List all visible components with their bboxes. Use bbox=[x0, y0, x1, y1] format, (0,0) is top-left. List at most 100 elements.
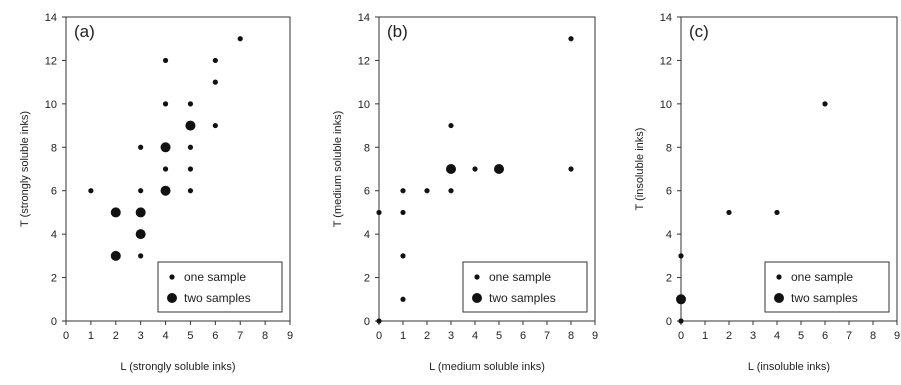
y-tick-label: 8 bbox=[51, 142, 57, 154]
x-tick-label: 9 bbox=[287, 330, 293, 342]
point-one-sample bbox=[187, 166, 194, 172]
x-tick-label: 9 bbox=[592, 330, 598, 342]
x-tick-label: 5 bbox=[187, 330, 193, 342]
point-one-sample bbox=[138, 253, 144, 259]
x-tick-label: 2 bbox=[424, 330, 430, 342]
panel-label: (b) bbox=[387, 22, 408, 41]
legend-entry-label: one sample bbox=[184, 270, 246, 284]
point-one-sample bbox=[448, 188, 454, 194]
x-tick-label: 8 bbox=[262, 330, 268, 342]
y-axis-label: T (insoluble inks) bbox=[634, 128, 646, 211]
y-tick-label: 10 bbox=[660, 99, 672, 111]
point-one-sample bbox=[88, 188, 94, 194]
point-one-sample bbox=[822, 101, 828, 107]
point-one-sample bbox=[162, 57, 169, 64]
x-axis-label: L (medium soluble inks) bbox=[429, 361, 545, 373]
x-axis-label: L (strongly soluble inks) bbox=[120, 361, 235, 373]
x-tick-label: 4 bbox=[162, 330, 168, 342]
point-one-sample bbox=[678, 253, 684, 259]
point-two-samples bbox=[446, 164, 456, 174]
y-axis-label: T (medium soluble inks) bbox=[332, 111, 344, 228]
legend: one sample two samples bbox=[462, 261, 588, 313]
point-one-sample bbox=[376, 209, 382, 216]
x-tick-label: 3 bbox=[750, 330, 756, 342]
x-tick-label: 8 bbox=[870, 330, 876, 342]
point-one-sample bbox=[376, 318, 382, 324]
legend-entry-label: two samples bbox=[791, 291, 858, 305]
point-two-samples bbox=[185, 120, 196, 131]
x-tick-label: 5 bbox=[496, 330, 502, 342]
legend-marker-one-sample bbox=[169, 274, 175, 280]
point-one-sample bbox=[162, 166, 169, 172]
x-tick-label: 8 bbox=[568, 330, 574, 342]
legend-marker-one-sample bbox=[776, 274, 782, 280]
legend: one sample two samples bbox=[764, 261, 890, 313]
point-two-samples bbox=[135, 229, 146, 240]
x-tick-label: 7 bbox=[544, 330, 550, 342]
x-tick-label: 0 bbox=[376, 330, 382, 342]
x-tick-label: 2 bbox=[113, 330, 119, 342]
x-tick-label: 7 bbox=[846, 330, 852, 342]
y-tick-label: 8 bbox=[364, 142, 370, 154]
point-one-sample bbox=[448, 122, 454, 129]
point-one-sample bbox=[568, 36, 574, 42]
point-two-samples bbox=[676, 294, 686, 305]
y-tick-label: 6 bbox=[364, 186, 370, 198]
legend-entry-label: two samples bbox=[489, 291, 556, 305]
point-one-sample bbox=[187, 101, 194, 107]
x-tick-label: 2 bbox=[726, 330, 732, 342]
point-two-samples bbox=[160, 185, 171, 196]
x-tick-label: 6 bbox=[212, 330, 218, 342]
legend-marker-one-sample bbox=[474, 274, 480, 280]
point-one-sample bbox=[400, 253, 406, 259]
point-two-samples bbox=[135, 207, 146, 218]
y-tick-label: 8 bbox=[666, 142, 672, 154]
legend-marker-two-samples bbox=[167, 293, 177, 303]
x-tick-label: 0 bbox=[678, 330, 684, 342]
panel-label: (a) bbox=[74, 22, 95, 41]
y-tick-label: 2 bbox=[51, 273, 57, 285]
legend-marker-two-samples bbox=[774, 293, 784, 303]
y-tick-label: 12 bbox=[660, 55, 672, 67]
point-one-sample bbox=[678, 318, 684, 324]
point-one-sample bbox=[237, 36, 243, 42]
y-tick-label: 14 bbox=[45, 12, 57, 24]
y-tick-label: 6 bbox=[51, 186, 57, 198]
x-tick-label: 0 bbox=[63, 330, 69, 342]
point-one-sample bbox=[212, 57, 218, 64]
x-tick-label: 5 bbox=[798, 330, 804, 342]
y-tick-label: 2 bbox=[666, 273, 672, 285]
x-tick-label: 6 bbox=[822, 330, 828, 342]
legend-box bbox=[764, 261, 890, 313]
y-axis-label: T (strongly soluble inks) bbox=[19, 111, 31, 227]
y-tick-label: 6 bbox=[666, 186, 672, 198]
point-one-sample bbox=[138, 188, 144, 194]
point-one-sample bbox=[400, 296, 406, 302]
point-one-sample bbox=[212, 79, 218, 85]
x-tick-label: 1 bbox=[702, 330, 708, 342]
point-two-samples bbox=[494, 164, 504, 174]
point-two-samples bbox=[160, 142, 171, 153]
point-one-sample bbox=[187, 188, 194, 194]
y-tick-label: 0 bbox=[364, 316, 370, 328]
point-two-samples bbox=[110, 207, 121, 218]
point-one-sample bbox=[774, 209, 780, 216]
x-tick-label: 9 bbox=[894, 330, 900, 342]
point-one-sample bbox=[400, 188, 406, 194]
point-one-sample bbox=[138, 144, 144, 150]
y-tick-label: 12 bbox=[45, 55, 57, 67]
point-one-sample bbox=[400, 209, 406, 216]
point-one-sample bbox=[726, 209, 732, 216]
legend-box bbox=[157, 261, 283, 313]
y-tick-label: 4 bbox=[51, 229, 57, 241]
y-tick-label: 4 bbox=[364, 229, 370, 241]
y-tick-label: 10 bbox=[358, 99, 370, 111]
point-one-sample bbox=[212, 122, 218, 129]
legend: one sample two samples bbox=[157, 261, 283, 313]
y-tick-label: 0 bbox=[51, 316, 57, 328]
point-one-sample bbox=[472, 166, 478, 172]
panel-label: (c) bbox=[689, 22, 709, 41]
